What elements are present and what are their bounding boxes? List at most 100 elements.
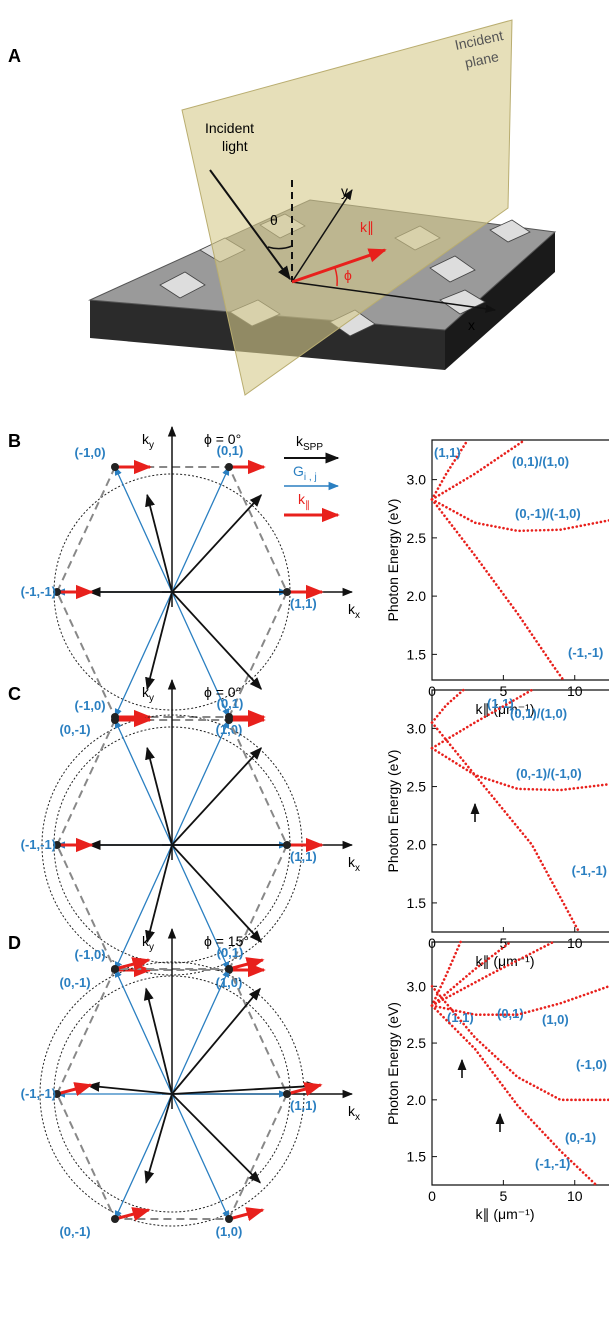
y-tick-label: 2.5 [407,779,427,795]
curve-label: (0,1)/(1,0) [512,454,569,469]
legend-kspp: kSPP [296,433,323,453]
k-spp-vector [147,495,172,592]
lattice-dot [111,463,119,471]
g-vector [115,467,172,592]
lattice-dot [111,1215,119,1223]
lattice-dot [283,841,291,849]
phi-label: ϕ [344,267,352,283]
k-spp-vector [172,1094,260,1183]
g-vector [115,845,172,970]
ky-label-sub: y [149,440,154,451]
y-tick-label: 2.0 [407,1092,427,1108]
g-vector [115,969,172,1094]
order-label: (-1,0) [74,445,105,460]
panel-label: A [8,46,21,66]
k-spp-vector [147,592,172,689]
order-label: (0,1) [217,443,244,458]
k-spp-vector [147,748,172,845]
y-tick-label: 2.5 [407,530,427,546]
y-tick-label: 2.0 [407,588,427,604]
curve-label: (-1,-1) [535,1156,570,1171]
x-tick-label: 10 [567,683,583,699]
curve-label: (-1,-1) [568,645,603,660]
x-axis-label: k∥ (μm⁻¹) [476,1206,535,1222]
order-label: (1,1) [290,849,317,864]
ky-label: ky [142,431,154,451]
lattice-dot [283,588,291,596]
kx-label-sub: x [355,1112,360,1123]
g-vector [172,1094,229,1219]
order-label: (1,1) [290,1098,317,1113]
k-spp-vector [172,495,261,592]
lattice-dot [225,965,233,973]
k-spp-vector [146,1094,172,1183]
incident-light-label: Incident [205,120,254,136]
order-label: (0,-1) [59,1224,90,1239]
ky-label-sub: y [149,693,154,704]
body: A Incident light Incident plane θ ϕ k∥ x… [0,0,609,1343]
order-label: (1,0) [216,975,243,990]
order-label: (-1,-1) [21,837,56,852]
legend-kpar: k∥ [298,491,310,511]
y-label: y [341,183,348,199]
order-label: (-1,-1) [21,584,56,599]
panel-label: C [8,684,21,704]
panel-label: D [8,933,21,953]
figure: A Incident light Incident plane θ ϕ k∥ x… [0,0,609,1343]
curve-label: (-1,-1) [572,863,607,878]
order-label: (0,1) [217,945,244,960]
order-label: (-1,0) [74,698,105,713]
order-label: (0,1) [217,696,244,711]
page: { "panel_a": {"label": "A", "incident_li… [0,0,609,1343]
legend-g-base: G [293,463,304,479]
y-axis-label: Photon Energy (eV) [385,499,401,622]
curve-label: (0,-1)/(-1,0) [515,506,581,521]
legend-kpar-sub: ∥ [305,500,310,511]
g-vector [115,1094,172,1219]
dispersion-curve [432,942,511,1006]
k-spp-vector [147,845,172,942]
k-spp-vector [88,1086,172,1094]
order-label: (1,1) [290,596,317,611]
ky-label: ky [142,684,154,704]
g-vector [115,720,172,845]
k-parallel-label: k∥ [360,219,374,235]
y-tick-label: 3.0 [407,720,427,736]
y-tick-label: 3.0 [407,472,427,488]
legend-g-sub: i , j [304,472,317,483]
lattice-dot [283,1090,291,1098]
curve-label: (1,1) [434,445,461,460]
x-tick-label: 10 [567,935,583,951]
y-axis-label: Photon Energy (eV) [385,1002,401,1125]
ky-label: ky [142,933,154,953]
order-label: (-1,-1) [21,1086,56,1101]
dispersion-curve [432,723,579,932]
k-parallel-vector [57,1085,91,1094]
x-tick-label: 10 [567,1188,583,1204]
y-axis-label: Photon Energy (eV) [385,750,401,873]
k-spp-vector [146,989,172,1094]
y-tick-label: 1.5 [407,646,427,662]
curve-label: (0,-1) [565,1130,596,1145]
legend-g: Gi , j [293,463,317,483]
order-label: (-1,0) [74,947,105,962]
y-tick-label: 2.0 [407,837,427,853]
lattice-dot [225,716,233,724]
kx-label: kx [348,601,360,621]
kx-label-sub: x [355,863,360,874]
g-vector [172,969,229,1094]
x-tick-label: 5 [499,1188,507,1204]
k-spp-vector [172,592,261,689]
lattice-dot [225,463,233,471]
panel-label: B [8,431,21,451]
k-parallel-vector [115,1210,149,1219]
dispersion-curve [432,1006,596,1185]
y-tick-label: 1.5 [407,1149,427,1165]
incident-light-label: light [222,138,248,154]
k-spp-vector [172,989,260,1094]
kx-label-sub: x [355,610,360,621]
y-tick-label: 1.5 [407,895,427,911]
curve-label: (-1,0) [576,1057,607,1072]
plot-frame [432,690,609,932]
dispersion-curve [432,986,609,1100]
